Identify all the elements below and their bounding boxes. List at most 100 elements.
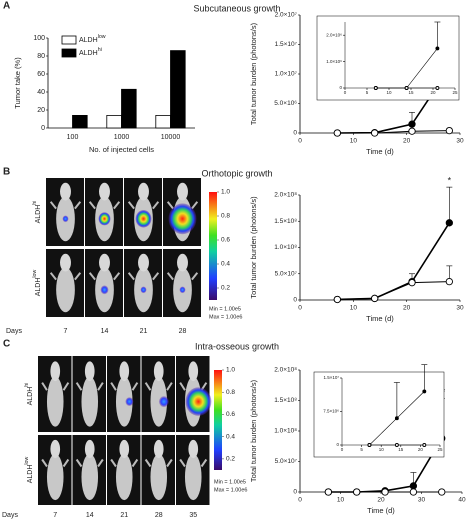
legend-label-sup: hi	[98, 47, 102, 53]
mouse-leg	[113, 201, 121, 210]
mouse-leg	[49, 272, 57, 281]
mouse-body	[184, 453, 202, 501]
mouse-leg	[179, 382, 186, 391]
legend-swatch	[61, 35, 77, 45]
row-label: ALDHlow	[24, 457, 33, 484]
y-tick-label: 5.0×10⁷	[275, 270, 298, 277]
mouse-body	[46, 376, 64, 427]
y-tick-label: 1.0×10⁸	[274, 244, 297, 251]
mouse-leg	[144, 382, 152, 391]
mouse-leg	[200, 458, 208, 468]
panel-title: Subcutaneous growth	[193, 3, 280, 13]
bar	[121, 88, 137, 129]
inset-frame	[313, 371, 445, 458]
mouse-head	[99, 182, 110, 201]
row-label-base: ALDH	[35, 205, 42, 224]
day-label: 7	[53, 512, 57, 519]
row-label-sup: hi	[32, 201, 38, 205]
mouse-leg	[75, 382, 83, 391]
legend-label-base: ALDH	[79, 37, 98, 44]
signal	[140, 286, 147, 294]
mouse-leg	[191, 272, 199, 281]
mouse-head	[84, 439, 95, 459]
mouse-leg	[127, 201, 135, 210]
series-line	[337, 281, 450, 300]
x-axis-label: Time (d)	[366, 314, 394, 323]
mouse-head	[50, 439, 61, 459]
y-tick-label: 5.0×10⁶	[274, 100, 297, 107]
y-tick-label: 5.0×10⁷	[275, 458, 298, 465]
max-text: Max = 1.00e6	[214, 487, 247, 493]
day-label: 7	[64, 328, 68, 335]
x-tick-label: 10	[350, 138, 358, 145]
mouse-leg	[110, 382, 117, 391]
mouse-head	[99, 253, 110, 272]
mouse-leg	[41, 458, 48, 468]
row-label-sup: low	[32, 270, 38, 278]
colorbar-label: 1.0	[226, 367, 235, 374]
marker	[367, 443, 372, 447]
marker	[333, 129, 341, 137]
signal	[135, 210, 152, 228]
marker	[435, 46, 440, 51]
row-label-base: ALDH	[27, 387, 34, 406]
x-tick-label: 0	[341, 447, 344, 452]
x-tick-label: 0	[298, 305, 302, 312]
marker	[333, 295, 341, 304]
bar	[170, 50, 186, 129]
mouse-body	[115, 453, 133, 501]
days-label: Days	[6, 328, 22, 335]
legend-label-base: ALDH	[79, 50, 98, 57]
colorbar-label: 0.2	[226, 456, 235, 463]
x-tick-label: 5	[366, 90, 369, 95]
marker	[381, 488, 389, 496]
y-tick-label: 7.5×10⁶	[323, 409, 339, 414]
mouse-head	[60, 253, 71, 272]
mouse-leg	[88, 201, 96, 210]
marker	[445, 277, 453, 286]
x-tick-label: 15	[398, 447, 404, 452]
days-label: Days	[2, 512, 18, 519]
mouse-leg	[74, 272, 82, 281]
mouse-head	[177, 253, 188, 272]
x-tick-label: 10	[350, 305, 358, 312]
day-label: 28	[179, 328, 187, 335]
y-tick-label: 80	[37, 53, 45, 60]
mouse-leg	[127, 272, 135, 281]
marker	[324, 488, 332, 496]
y-tick-label: 1.0×10⁶	[326, 59, 342, 64]
series-line	[337, 222, 451, 301]
mouse-head	[84, 361, 95, 382]
y-tick-label: 40	[37, 89, 45, 96]
marker	[408, 127, 416, 135]
colorbar-label: 0.4	[226, 433, 235, 440]
x-tick-label: 1000	[114, 134, 130, 141]
mouse-leg	[152, 272, 160, 281]
colorbar	[214, 370, 222, 470]
y-tick-label: 2.0×10⁸	[274, 367, 297, 374]
x-tick-label: 0	[344, 90, 347, 95]
x-tick-label: 20	[418, 447, 424, 452]
series-line	[337, 130, 450, 134]
marker	[435, 86, 440, 90]
marker	[408, 279, 416, 287]
signal	[158, 396, 169, 408]
x-tick-label: 25	[437, 447, 443, 452]
mouse-leg	[75, 458, 83, 468]
mouse-head	[188, 361, 199, 382]
marker	[422, 389, 427, 394]
legend-label: ALDHlow	[79, 34, 106, 43]
marker	[353, 488, 361, 496]
y-tick-label: 20	[37, 107, 45, 114]
y-tick-label: 0	[293, 130, 297, 137]
bar	[155, 115, 171, 129]
colorbar-label: 0.4	[221, 261, 230, 268]
signal	[98, 212, 111, 226]
x-tick-label: 25	[452, 90, 458, 95]
mouse-head	[60, 182, 71, 201]
marker	[409, 482, 418, 490]
x-tick-label: 10	[379, 447, 385, 452]
marker	[438, 488, 446, 496]
x-tick-label: 20	[377, 497, 385, 504]
